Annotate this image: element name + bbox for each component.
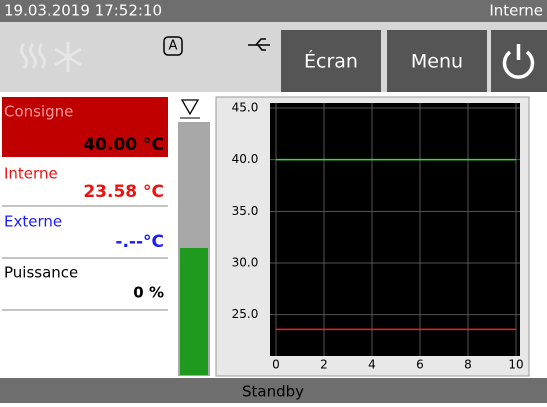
top-bar [0,0,547,22]
x-tick-label: 4 [368,358,376,372]
y-tick-label: 35.0 [232,204,259,218]
x-tick-label: 6 [416,358,424,372]
power-button[interactable] [491,30,547,92]
y-tick-label: 25.0 [232,307,259,321]
menu-button-label[interactable]: Menu [411,51,463,73]
external-label: Externe [4,213,62,231]
x-tick-label: 8 [464,358,472,372]
datetime: 19.03.2019 17:52:10 [4,2,162,20]
y-tick-label: 30.0 [232,256,259,270]
screen-button-label[interactable]: Écran [304,50,358,73]
menu-button[interactable] [387,30,487,92]
screen-button[interactable] [281,30,381,92]
y-tick-label: 40.0 [232,152,259,166]
heat-cool-icon [20,42,82,72]
internal-label: Interne [4,165,58,183]
x-tick-label: 10 [508,358,523,372]
x-tick-label: 2 [320,358,328,372]
usb-icon [248,38,270,51]
external-value: -.--°C [115,232,164,252]
x-tick-label: 0 [272,358,280,372]
setpoint-box [2,97,168,157]
plot-area [270,103,520,356]
status: Standby [242,383,304,401]
power-icon [502,44,535,79]
setpoint-value: 40.00 °C [83,135,164,155]
auto-icon-label: A [169,39,178,54]
level-symbol [180,99,200,116]
power-value: 0 % [133,284,164,302]
status-bar [0,378,547,403]
mode: Interne [489,2,543,20]
chart: 25.0 30.0 35.0 40.0 45.0 0 2 4 6 8 10 [232,101,524,372]
power-label: Puissance [4,264,78,282]
setpoint-label: Consigne [4,103,73,121]
y-tick-label: 45.0 [232,101,259,115]
internal-value: 23.58 °C [83,182,164,202]
auto-icon [163,36,183,56]
level-fill [180,248,208,375]
